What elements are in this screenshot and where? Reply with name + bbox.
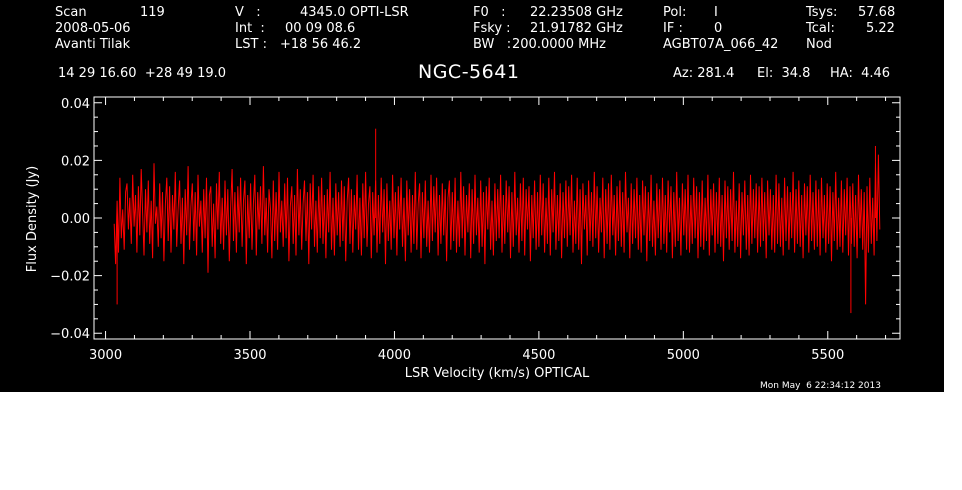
tsys-label: Tsys: — [806, 5, 838, 20]
elevation: El: 34.8 — [757, 66, 811, 81]
y-tick-label: 0.00 — [61, 212, 90, 227]
x-tick-label: 3500 — [233, 348, 266, 363]
rest-frequency-label: F0 : — [473, 5, 506, 20]
x-axis-label: LSR Velocity (km/s) OPTICAL — [405, 366, 590, 381]
axes: 3000 3500 4000 4500 5000 5500 −0.04 −0.02 0.00 0.… — [50, 96, 901, 363]
azimuth: Az: 281.4 — [673, 66, 735, 81]
velocity-label: V : — [235, 5, 261, 20]
x-tick-label: 5000 — [667, 348, 700, 363]
spectrum-line — [113, 154, 881, 305]
scan-value: 119 — [140, 5, 165, 20]
y-tick-label: −0.04 — [50, 327, 90, 342]
lst-value: +18 56 46.2 — [280, 37, 362, 52]
tsys-value: 57.68 — [858, 5, 896, 20]
tcal-value: 5.22 — [866, 21, 895, 36]
if-label: IF : — [663, 21, 683, 36]
y-tick-label: −0.02 — [50, 270, 90, 285]
tcal-label: Tcal: — [806, 21, 835, 36]
polarization-value: I — [714, 5, 718, 20]
bandwidth-label: BW : — [473, 37, 512, 52]
rest-frequency-value: 22.23508 GHz — [530, 5, 623, 20]
y-tick-label: 0.02 — [61, 154, 90, 169]
polarization-label: Pol: — [663, 5, 687, 20]
chart-title: NGC-5641 — [418, 61, 520, 83]
timestamp: Mon May 6 22:34:12 2013 — [760, 381, 881, 391]
x-tick-label: 3000 — [89, 348, 122, 363]
integration-value: 00 09 08.6 — [285, 21, 356, 36]
project-id: AGBT07A_066_42 — [663, 37, 779, 52]
procedure-name: Nod — [806, 37, 832, 52]
observer-name: Avanti Tilak — [55, 37, 131, 52]
x-tick-label: 4000 — [378, 348, 411, 363]
sky-frequency-label: Fsky : — [473, 21, 511, 36]
y-tick-label: 0.04 — [61, 97, 90, 112]
x-tick-label: 4500 — [522, 348, 555, 363]
bandwidth-value: 200.0000 MHz — [512, 37, 606, 52]
source-coordinates: 14 29 16.60 +28 49 19.0 — [58, 66, 227, 81]
x-tick-label: 5500 — [811, 348, 844, 363]
sky-frequency-value: 21.91782 GHz — [530, 21, 623, 36]
scan-label: Scan — [55, 5, 87, 20]
spectrum-chart: 3000 3500 4000 4500 5000 5500 −0.04 −0.02 0.00 0.… — [25, 96, 901, 381]
series-layer — [113, 128, 881, 314]
lst-label: LST : — [235, 37, 267, 52]
if-value: 0 — [714, 21, 723, 36]
integration-label: Int : — [235, 21, 265, 36]
hour-angle: HA: 4.46 — [830, 66, 891, 81]
y-axis-label: Flux Density (Jy) — [25, 166, 40, 272]
observation-date: 2008-05-06 — [55, 21, 131, 36]
velocity-value: 4345.0 OPTI-LSR — [300, 5, 409, 20]
